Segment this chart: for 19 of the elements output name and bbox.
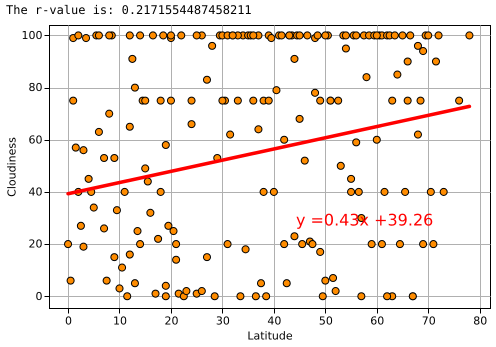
chart-title: The r-value is: 0.2171554487458211 [6, 3, 252, 17]
y-tick-label: 20 [28, 238, 42, 251]
x-tick-label: 20 [164, 314, 178, 328]
x-tick-label: 50 [318, 314, 333, 328]
x-axis-title: Latitude [247, 330, 293, 342]
x-tick-label: 10 [113, 314, 127, 328]
x-tick-label: 40 [267, 314, 282, 328]
y-axis-title: Cloudiness [6, 136, 19, 197]
x-tick-label: 70 [422, 314, 436, 328]
x-tick-label: 30 [216, 314, 230, 328]
x-tick-label: 0 [65, 314, 72, 328]
x-tick-label: 80 [473, 314, 488, 328]
x-tick-label: 60 [370, 314, 384, 328]
y-tick-label: 80 [28, 81, 42, 94]
y-tick-label: 100 [22, 28, 42, 42]
y-tick-label: 60 [28, 133, 42, 146]
annotation: y =0.43x +39.26 [296, 210, 434, 230]
y-tick-label: 0 [36, 290, 42, 303]
y-tick-label: 40 [28, 185, 42, 198]
